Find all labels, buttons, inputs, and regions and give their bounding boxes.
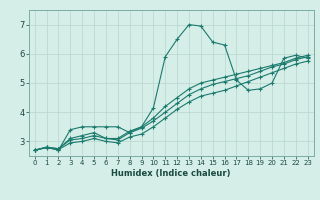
X-axis label: Humidex (Indice chaleur): Humidex (Indice chaleur) bbox=[111, 169, 231, 178]
